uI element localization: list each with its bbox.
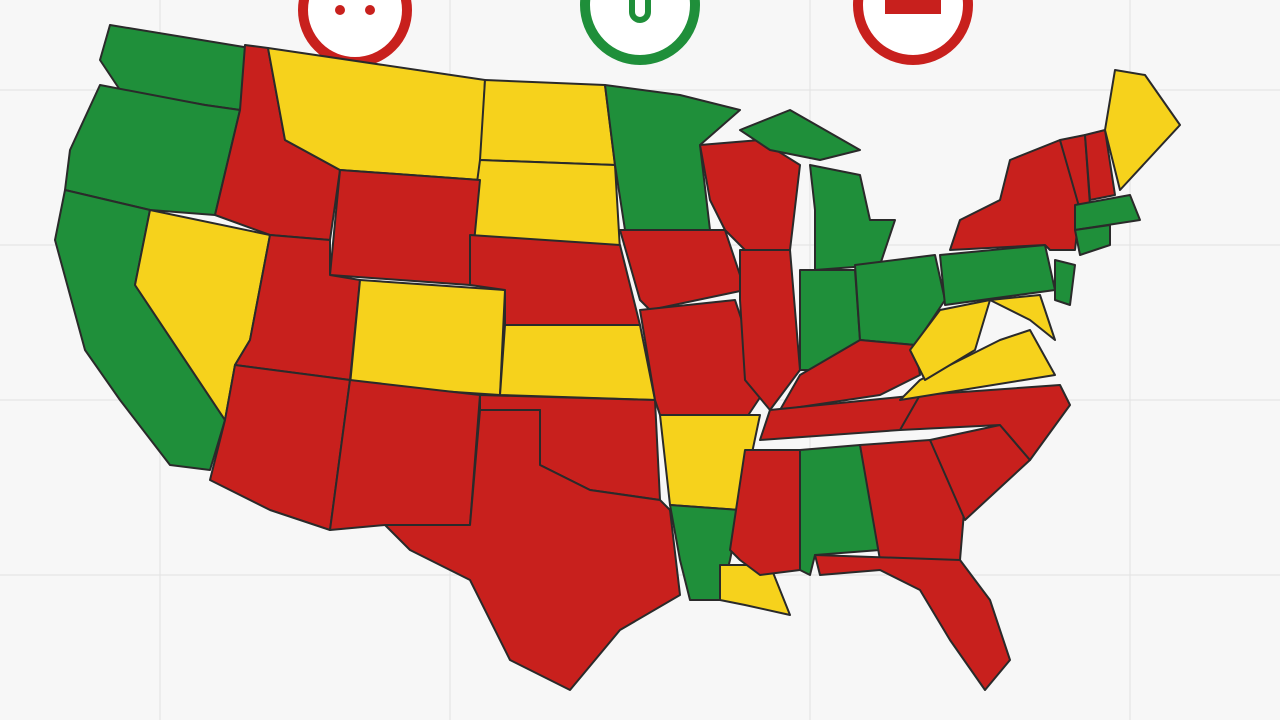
state — [349, 279, 506, 396]
state — [899, 384, 1071, 461]
state — [1054, 259, 1076, 306]
state — [1084, 129, 1116, 201]
state — [909, 299, 991, 381]
state — [329, 169, 481, 286]
icon-red — [853, 0, 973, 65]
icon-green — [580, 0, 700, 65]
state — [209, 364, 351, 531]
state — [1074, 224, 1111, 256]
state — [1074, 194, 1141, 231]
top-icons — [298, 0, 973, 67]
state — [1104, 69, 1181, 191]
state — [329, 379, 481, 531]
state — [499, 324, 656, 401]
state — [809, 164, 896, 271]
state — [619, 229, 746, 311]
state — [384, 409, 681, 691]
state — [64, 84, 241, 216]
states — [54, 24, 1181, 691]
state — [739, 249, 801, 411]
state — [899, 329, 1056, 401]
icon-red — [298, 0, 412, 67]
state — [604, 84, 741, 231]
state — [859, 439, 966, 561]
state — [814, 554, 1011, 691]
state — [989, 294, 1056, 341]
state — [479, 79, 616, 166]
state — [739, 109, 861, 161]
state — [949, 139, 1081, 251]
